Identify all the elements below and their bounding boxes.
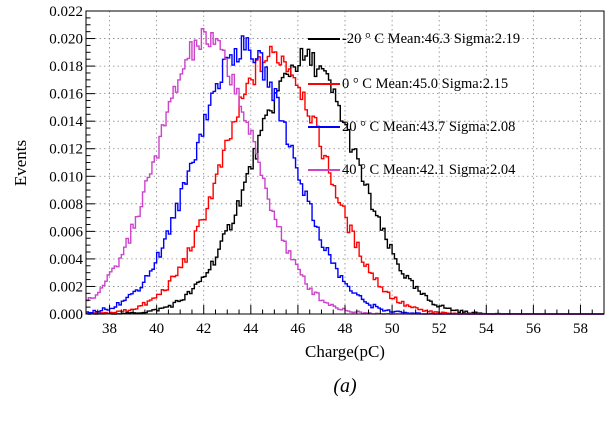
y-tick-label: 0.006 (49, 224, 83, 240)
y-axis: 0.000 0.002 0.004 0.006 0.008 0.010 0.012 0.014… (49, 4, 95, 323)
y-tick-label: 0.014 (49, 114, 83, 130)
x-tick-label: 42 (196, 321, 211, 337)
x-tick-label: 46 (290, 321, 306, 337)
x-tick-label: 50 (385, 321, 400, 337)
y-tick-label: 0.002 (49, 279, 83, 295)
legend-label: 0 ° C Mean:45.0 Sigma:2.15 (342, 76, 508, 92)
x-tick-label: 56 (526, 321, 542, 337)
y-tick-label: 0.010 (49, 169, 83, 185)
legend-label: 20 ° C Mean:43.7 Sigma:2.08 (342, 119, 515, 135)
y-tick-label: 0.004 (49, 252, 83, 268)
y-tick-label: 0.016 (49, 87, 83, 103)
x-axis: 38 40 42 44 46 48 50 52 54 56 58 (85, 305, 605, 337)
legend-label: -20 ° C Mean:46.3 Sigma:2.19 (342, 31, 520, 47)
x-tick-label: 48 (338, 321, 353, 337)
x-tick-label: 52 (432, 321, 447, 337)
y-tick-label: 0.020 (49, 32, 83, 48)
x-axis-title: Charge(pC) (305, 342, 385, 361)
legend-label: 40 ° C Mean:42.1 Sigma:2.04 (342, 162, 516, 178)
y-tick-label: 0.012 (49, 142, 83, 158)
y-tick-label: 0.022 (49, 4, 83, 20)
grid-lines (86, 10, 604, 314)
x-tick-label: 38 (102, 321, 117, 337)
y-tick-label: 0.000 (49, 307, 83, 323)
x-tick-label: 44 (243, 321, 259, 337)
x-tick-label: 40 (149, 321, 164, 337)
figure-caption: (a) (333, 375, 357, 397)
x-tick-label: 58 (573, 321, 588, 337)
x-tick-label: 54 (479, 321, 495, 337)
y-tick-label: 0.008 (49, 197, 83, 213)
legend: -20 ° C Mean:46.3 Sigma:2.19 0 ° C Mean:… (308, 31, 520, 178)
y-axis-title: Events (11, 140, 30, 186)
y-tick-label: 0.018 (49, 59, 83, 75)
